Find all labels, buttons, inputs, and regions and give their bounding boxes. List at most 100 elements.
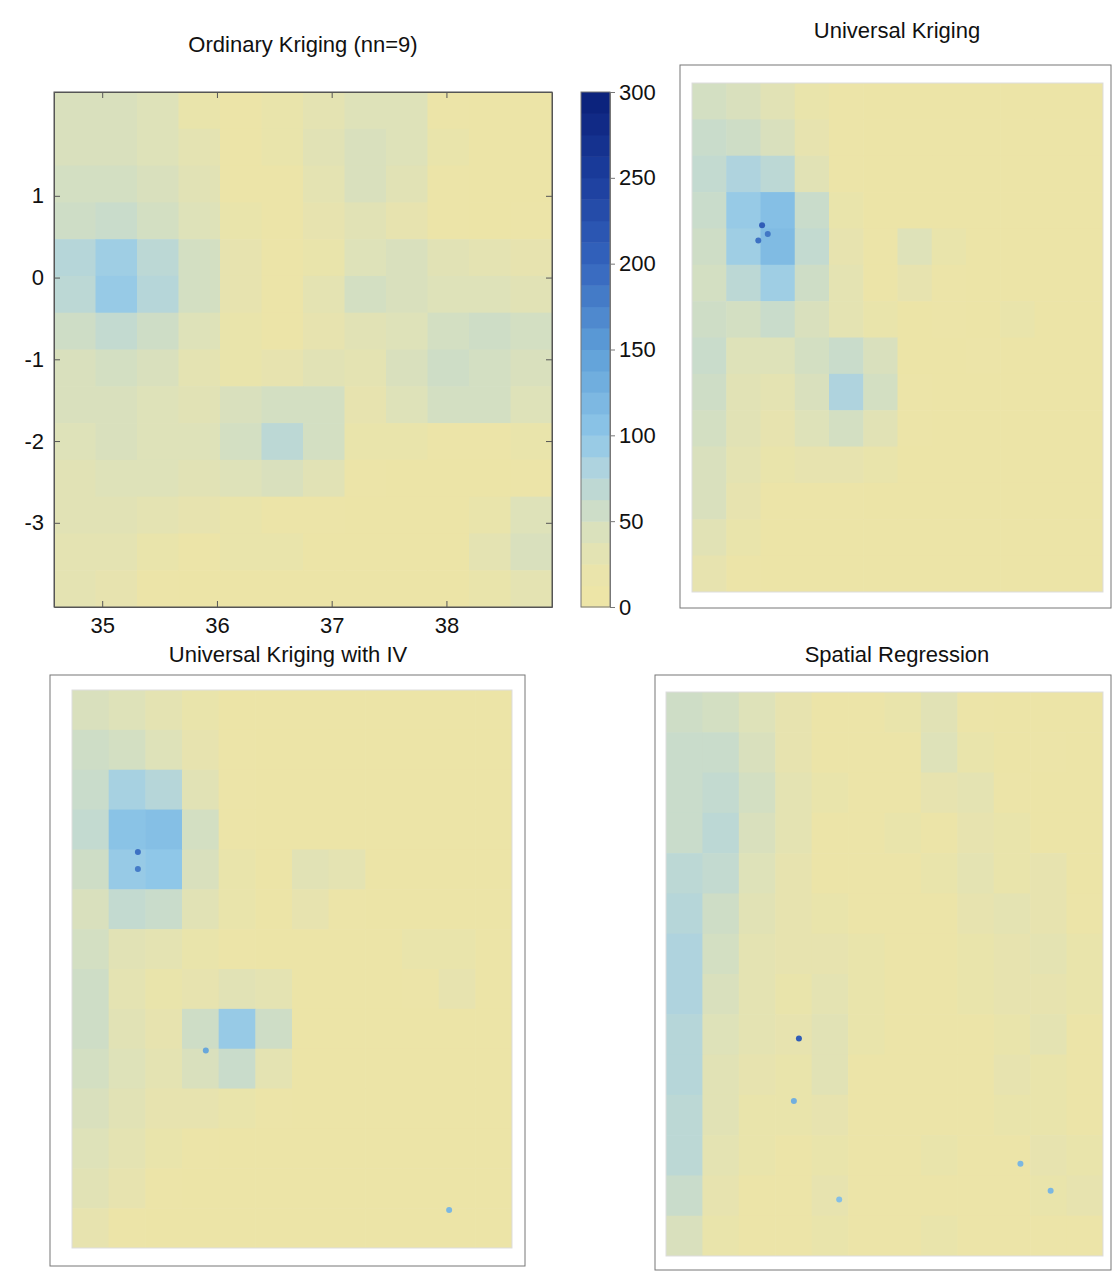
heat-cell bbox=[329, 810, 366, 850]
heat-cell bbox=[966, 265, 1001, 302]
heat-cell bbox=[994, 893, 1031, 934]
heat-cell bbox=[848, 1055, 885, 1096]
heat-cell bbox=[702, 974, 739, 1015]
heat-cell bbox=[402, 1208, 439, 1248]
heat-cell bbox=[966, 156, 1001, 193]
heat-cell bbox=[428, 350, 470, 387]
heat-cell bbox=[739, 692, 776, 733]
hotspot bbox=[765, 231, 771, 237]
axis: 35363738 bbox=[55, 601, 553, 638]
map-cells bbox=[54, 92, 552, 607]
heat-cell bbox=[72, 1128, 109, 1168]
heat-cell bbox=[475, 1128, 512, 1168]
heat-cell bbox=[795, 374, 830, 411]
heat-cell bbox=[255, 1128, 292, 1168]
heat-cell bbox=[54, 533, 96, 570]
heat-cell bbox=[439, 1049, 476, 1089]
heat-cell bbox=[345, 497, 387, 534]
heat-cell bbox=[795, 119, 830, 156]
heat-cell bbox=[54, 570, 96, 607]
heat-cell bbox=[1035, 192, 1070, 229]
heat-cell bbox=[96, 460, 138, 497]
tick-label: 37 bbox=[320, 613, 344, 638]
heat-cell bbox=[1000, 483, 1035, 520]
tick: 35 bbox=[90, 601, 114, 638]
heat-cell bbox=[739, 934, 776, 975]
heat-cell bbox=[219, 1128, 256, 1168]
heat-cell bbox=[829, 410, 864, 447]
heat-cell bbox=[957, 692, 994, 733]
heat-cell bbox=[255, 770, 292, 810]
heat-cell bbox=[921, 813, 958, 854]
heat-cell bbox=[739, 1175, 776, 1216]
colorbar-band bbox=[581, 392, 610, 414]
heat-cell bbox=[292, 1208, 329, 1248]
heat-cell bbox=[726, 338, 761, 375]
heat-cell bbox=[345, 166, 387, 203]
heat-cell bbox=[54, 276, 96, 313]
heat-cell bbox=[775, 773, 812, 814]
heat-cell bbox=[145, 770, 182, 810]
heat-cell bbox=[145, 1089, 182, 1129]
heat-cell bbox=[109, 929, 146, 969]
heat-cell bbox=[439, 1128, 476, 1168]
heat-cell bbox=[829, 483, 864, 520]
heat-cell bbox=[863, 265, 898, 302]
heat-cell bbox=[182, 889, 219, 929]
heat-cell bbox=[262, 533, 304, 570]
heat-cell bbox=[898, 556, 933, 592]
heat-cell bbox=[726, 301, 761, 338]
heat-cell bbox=[921, 692, 958, 733]
heat-cell bbox=[957, 813, 994, 854]
tick-mark bbox=[546, 278, 552, 279]
heat-cell bbox=[303, 202, 345, 239]
heat-cell bbox=[475, 849, 512, 889]
heat-cell bbox=[145, 1128, 182, 1168]
heat-cell bbox=[863, 519, 898, 556]
heat-cell bbox=[1030, 1216, 1067, 1256]
heat-cell bbox=[739, 893, 776, 934]
heat-cell bbox=[220, 533, 262, 570]
heat-cell bbox=[262, 239, 304, 276]
heat-cell bbox=[182, 690, 219, 730]
heat-cell bbox=[219, 929, 256, 969]
tick-label: 0 bbox=[619, 595, 631, 620]
colorbar-band bbox=[581, 92, 610, 114]
tick-label: 0 bbox=[32, 265, 44, 290]
hotspot bbox=[135, 849, 141, 855]
heat-cell bbox=[1035, 338, 1070, 375]
heat-cell bbox=[1000, 265, 1035, 302]
heat-cell bbox=[957, 1014, 994, 1055]
heat-cell bbox=[848, 934, 885, 975]
heat-cell bbox=[109, 1009, 146, 1049]
heat-cell bbox=[957, 1135, 994, 1176]
heat-cell bbox=[812, 893, 849, 934]
tick: -1 bbox=[24, 347, 60, 372]
heat-cell bbox=[365, 969, 402, 1009]
heat-cell bbox=[761, 556, 796, 592]
heat-cell bbox=[303, 313, 345, 350]
heat-cell bbox=[54, 166, 96, 203]
heat-cell bbox=[957, 1055, 994, 1096]
heat-cell bbox=[329, 690, 366, 730]
heat-cell bbox=[739, 1216, 776, 1256]
heat-cell bbox=[255, 969, 292, 1009]
heat-cell bbox=[439, 770, 476, 810]
heat-cell bbox=[829, 447, 864, 484]
heat-cell bbox=[761, 265, 796, 302]
heat-cell bbox=[1035, 301, 1070, 338]
heat-cell bbox=[795, 483, 830, 520]
heat-cell bbox=[469, 129, 511, 166]
heat-cell bbox=[829, 228, 864, 265]
heat-cell bbox=[303, 460, 345, 497]
heat-cell bbox=[345, 92, 387, 129]
heat-cell bbox=[386, 276, 428, 313]
heat-cell bbox=[72, 1089, 109, 1129]
heat-cell bbox=[666, 1175, 703, 1216]
heat-cell bbox=[292, 969, 329, 1009]
heat-cell bbox=[739, 1014, 776, 1055]
heat-cell bbox=[1035, 519, 1070, 556]
heat-cell bbox=[54, 497, 96, 534]
heat-cell bbox=[365, 770, 402, 810]
heat-cell bbox=[219, 810, 256, 850]
